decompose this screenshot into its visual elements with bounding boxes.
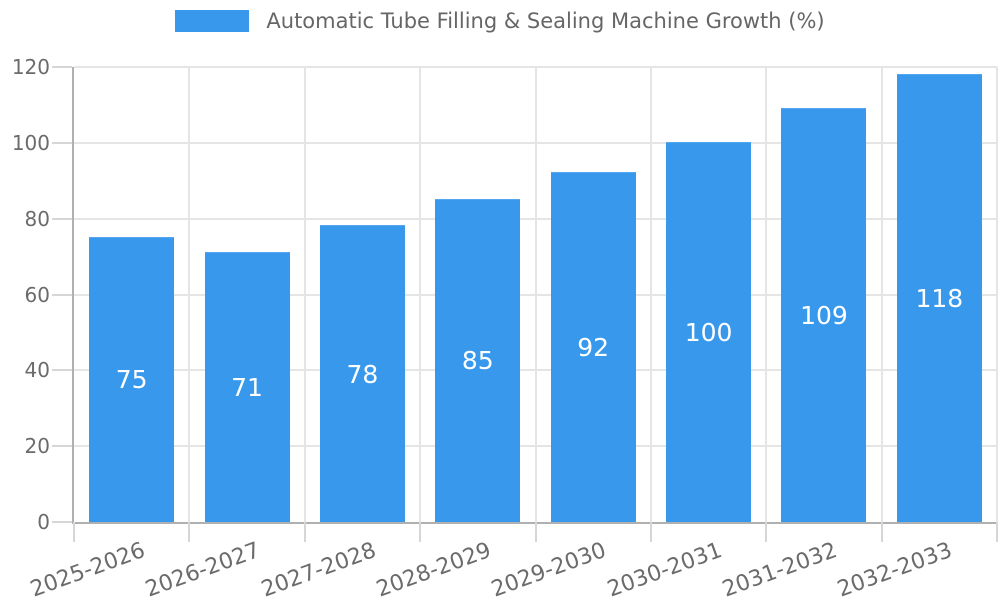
y-tick-label: 60 <box>24 282 50 307</box>
x-tick-mark <box>303 522 306 542</box>
bar-value-label: 100 <box>684 317 733 347</box>
v-gridline <box>188 67 191 522</box>
legend-label: Automatic Tube Filling & Sealing Machine… <box>266 9 825 33</box>
x-tick-label: 2028-2029 <box>373 538 495 600</box>
v-gridline <box>534 67 537 522</box>
y-tick-label: 20 <box>24 434 50 459</box>
y-tick-mark <box>52 293 72 296</box>
bar-value-label: 118 <box>915 283 964 313</box>
x-tick-mark <box>73 522 75 542</box>
x-tick-label: 2027-2028 <box>257 538 379 600</box>
bar[interactable]: 85 <box>435 198 521 522</box>
legend[interactable]: Automatic Tube Filling & Sealing Machine… <box>0 10 1000 32</box>
v-gridline <box>303 67 306 522</box>
x-tick-label: 2032-2033 <box>834 538 956 600</box>
x-tick-mark <box>649 522 652 542</box>
bar-value-label: 85 <box>461 346 494 376</box>
v-gridline <box>996 67 998 522</box>
v-gridline <box>765 67 768 522</box>
x-tick-mark <box>419 522 422 542</box>
x-tick-mark <box>534 522 537 542</box>
y-tick-mark <box>52 141 72 144</box>
y-tick-label: 100 <box>11 130 50 155</box>
bar[interactable]: 75 <box>89 236 175 522</box>
v-gridline <box>649 67 652 522</box>
y-tick-label: 120 <box>11 55 50 79</box>
y-tick-mark <box>52 66 72 68</box>
bar-value-label: 71 <box>231 372 263 402</box>
y-tick-mark <box>52 521 72 523</box>
y-tick-label: 0 <box>37 510 50 534</box>
v-gridline <box>419 67 422 522</box>
x-tick-label: 2031-2032 <box>719 538 841 600</box>
x-tick-label: 2029-2030 <box>488 538 610 600</box>
bar-value-label: 92 <box>577 333 610 363</box>
x-tick-mark <box>765 522 768 542</box>
bar[interactable]: 100 <box>666 141 752 522</box>
x-tick-label: 2030-2031 <box>603 538 726 600</box>
y-tick-mark <box>52 217 72 220</box>
v-gridline <box>880 67 883 522</box>
x-tick-label: 2025-2026 <box>26 538 149 600</box>
y-tick-mark <box>52 369 72 372</box>
bar-value-label: 78 <box>346 359 379 389</box>
bar-value-label: 75 <box>115 365 148 395</box>
x-tick-label: 2026-2027 <box>142 538 264 600</box>
x-tick-mark <box>996 522 998 542</box>
bar[interactable]: 92 <box>550 172 636 522</box>
y-tick-label: 40 <box>24 358 50 383</box>
y-tick-label: 80 <box>24 206 50 231</box>
x-tick-mark <box>188 522 191 542</box>
bar[interactable]: 71 <box>204 251 290 522</box>
y-tick-mark <box>52 445 72 448</box>
bar-value-label: 109 <box>800 300 848 330</box>
bar[interactable]: 109 <box>781 107 867 522</box>
x-tick-mark <box>880 522 883 542</box>
bar[interactable]: 78 <box>319 225 405 522</box>
legend-swatch-icon <box>175 10 250 32</box>
bar[interactable]: 118 <box>896 73 982 522</box>
plot-area: 0 20 40 60 80 100 120 75 2025-2026 71 2026-2027 78 2… <box>12 55 998 600</box>
